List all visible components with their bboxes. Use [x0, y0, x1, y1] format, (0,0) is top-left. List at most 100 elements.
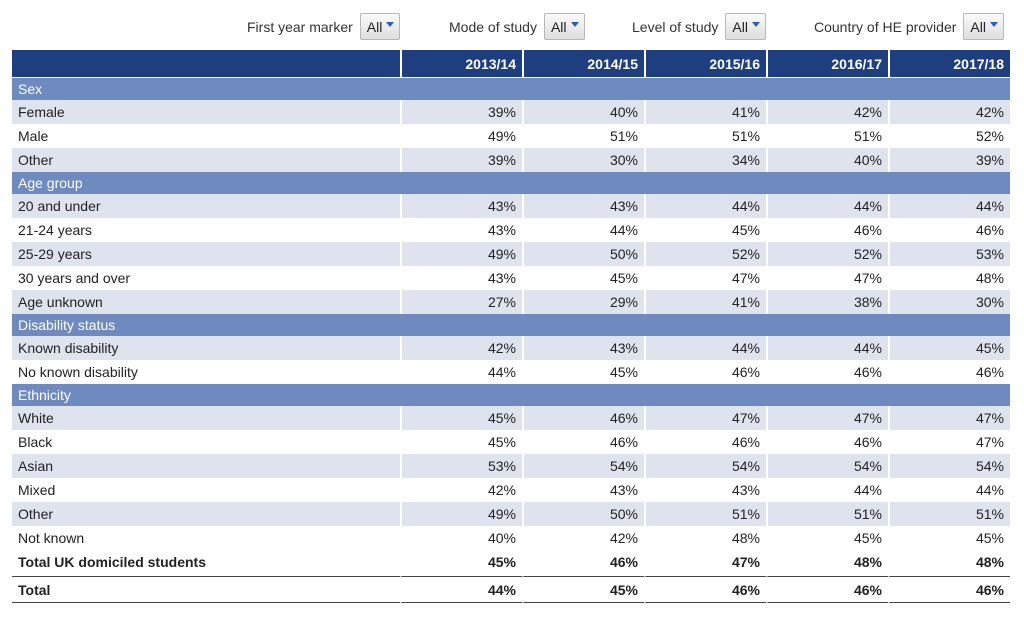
table-row: No known disability 44% 45% 46% 46% 46%: [12, 360, 1010, 384]
value-cell: 53%: [400, 454, 522, 478]
value-cell: 46%: [766, 576, 888, 603]
value-cell: 44%: [888, 194, 1010, 218]
value-cell: 45%: [400, 406, 522, 430]
value-cell: 51%: [644, 502, 766, 526]
value-cell: 43%: [522, 478, 644, 502]
value-cell: 44%: [766, 478, 888, 502]
value-cell: 42%: [400, 478, 522, 502]
filter-label: Country of HE provider: [814, 18, 957, 35]
value-cell: 44%: [766, 336, 888, 360]
row-label: Male: [12, 124, 400, 148]
total-row: Total UK domiciled students 45% 46% 47% 48% 4…: [12, 550, 1010, 574]
chevron-down-icon: [751, 21, 760, 27]
table-row: Not known 40% 42% 48% 45% 45%: [12, 526, 1010, 550]
table-row: 30 years and over 43% 45% 47% 47% 48%: [12, 266, 1010, 290]
filter-label: Mode of study: [449, 18, 537, 35]
row-label: 20 and under: [12, 194, 400, 218]
value-cell: 51%: [766, 124, 888, 148]
value-cell: 47%: [888, 430, 1010, 454]
row-label: Black: [12, 430, 400, 454]
dropdown-value: All: [970, 18, 986, 35]
year-header: 2013/14: [400, 50, 522, 78]
value-cell: 46%: [522, 406, 644, 430]
value-cell: 42%: [888, 100, 1010, 124]
data-table: 2013/14 2014/15 2015/16 2016/17 2017/18 …: [12, 50, 1010, 603]
filter-mode-of-study: Mode of study All: [449, 13, 585, 40]
value-cell: 45%: [522, 360, 644, 384]
header-row: 2013/14 2014/15 2015/16 2016/17 2017/18: [12, 50, 1010, 78]
value-cell: 40%: [400, 526, 522, 550]
value-cell: 52%: [766, 242, 888, 266]
first-year-marker-dropdown[interactable]: All: [359, 13, 401, 40]
table-row: Age unknown 27% 29% 41% 38% 30%: [12, 290, 1010, 314]
filter-label: First year marker: [247, 18, 353, 35]
table-row: 25-29 years 49% 50% 52% 52% 53%: [12, 242, 1010, 266]
value-cell: 49%: [400, 502, 522, 526]
row-label: Not known: [12, 526, 400, 550]
table-row: Known disability 42% 43% 44% 44% 45%: [12, 336, 1010, 360]
value-cell: 49%: [400, 124, 522, 148]
value-cell: 53%: [888, 242, 1010, 266]
value-cell: 47%: [766, 406, 888, 430]
value-cell: 46%: [644, 360, 766, 384]
value-cell: 45%: [522, 266, 644, 290]
value-cell: 46%: [766, 218, 888, 242]
value-cell: 48%: [766, 550, 888, 574]
row-label: Asian: [12, 454, 400, 478]
value-cell: 45%: [888, 526, 1010, 550]
row-label: Total: [12, 576, 400, 603]
value-cell: 46%: [766, 430, 888, 454]
group-title: Age group: [12, 172, 1010, 194]
table-row: Other 49% 50% 51% 51% 51%: [12, 502, 1010, 526]
table-row: Black 45% 46% 46% 46% 47%: [12, 430, 1010, 454]
value-cell: 51%: [888, 502, 1010, 526]
value-cell: 47%: [888, 406, 1010, 430]
table-row: Male 49% 51% 51% 51% 52%: [12, 124, 1010, 148]
table-row: Female 39% 40% 41% 42% 42%: [12, 100, 1010, 124]
value-cell: 43%: [644, 478, 766, 502]
value-cell: 47%: [644, 266, 766, 290]
row-label: 25-29 years: [12, 242, 400, 266]
mode-of-study-dropdown[interactable]: All: [543, 13, 585, 40]
value-cell: 38%: [766, 290, 888, 314]
row-label: Total UK domiciled students: [12, 550, 400, 574]
level-of-study-dropdown[interactable]: All: [725, 13, 766, 40]
value-cell: 39%: [400, 148, 522, 172]
table-row: Other 39% 30% 34% 40% 39%: [12, 148, 1010, 172]
value-cell: 47%: [644, 406, 766, 430]
value-cell: 54%: [644, 454, 766, 478]
value-cell: 42%: [766, 100, 888, 124]
group-title: Disability status: [12, 314, 1010, 336]
value-cell: 39%: [888, 148, 1010, 172]
value-cell: 52%: [888, 124, 1010, 148]
row-label: Other: [12, 148, 400, 172]
grand-total-row: Total 44% 45% 46% 46% 46%: [12, 576, 1010, 603]
value-cell: 43%: [522, 336, 644, 360]
dropdown-value: All: [732, 18, 748, 35]
value-cell: 54%: [888, 454, 1010, 478]
value-cell: 46%: [522, 550, 644, 574]
value-cell: 46%: [766, 360, 888, 384]
value-cell: 46%: [888, 576, 1010, 603]
group-title: Sex: [12, 78, 1010, 100]
row-label: Known disability: [12, 336, 400, 360]
value-cell: 46%: [644, 430, 766, 454]
row-label: Female: [12, 100, 400, 124]
country-of-he-provider-dropdown[interactable]: All: [963, 13, 1004, 40]
value-cell: 49%: [400, 242, 522, 266]
spacer-cell: [12, 574, 1010, 576]
row-label: Age unknown: [12, 290, 400, 314]
value-cell: 41%: [644, 290, 766, 314]
table-row: Asian 53% 54% 54% 54% 54%: [12, 454, 1010, 478]
corner-header: [12, 50, 400, 78]
group-header-row: Sex: [12, 78, 1010, 100]
table-row: 20 and under 43% 43% 44% 44% 44%: [12, 194, 1010, 218]
value-cell: 50%: [522, 502, 644, 526]
value-cell: 46%: [644, 576, 766, 603]
value-cell: 42%: [400, 336, 522, 360]
value-cell: 44%: [400, 576, 522, 603]
row-label: No known disability: [12, 360, 400, 384]
chevron-down-icon: [570, 21, 579, 27]
value-cell: 45%: [400, 430, 522, 454]
year-header: 2015/16: [644, 50, 766, 78]
